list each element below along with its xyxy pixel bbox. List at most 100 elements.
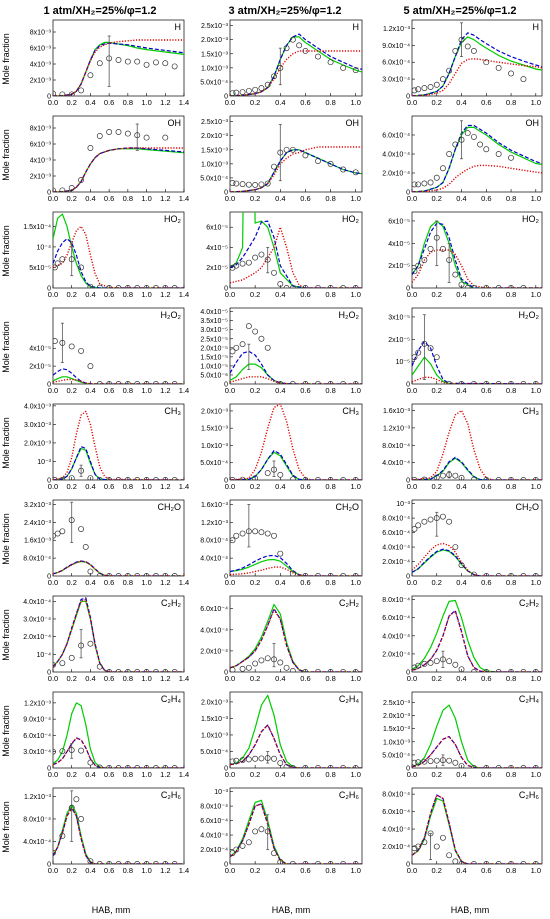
panel-0-1-x-tick-label: 0.4: [275, 98, 285, 107]
panel-1-2-y-zero-label: 0: [406, 190, 410, 197]
panel-6-0-exp-point: [87, 640, 94, 647]
panel-5-0-y-tick-label: 8.0x10⁻⁴: [23, 556, 51, 563]
panel-7-2-exp-point: [532, 765, 539, 768]
panel-1-1-exp-point: [277, 149, 284, 156]
panel-4-0-x-tick-label: 0.6: [104, 482, 114, 491]
panel-0-2-y-zero-label: 0: [406, 94, 410, 101]
panel-7-1-y-tick-label: 1.0x10⁻³: [201, 732, 229, 739]
panel-2-0-red-line: [53, 225, 184, 288]
panel-0-2-y-tick-label: 1.2x10⁻³: [383, 26, 411, 33]
panel-4-2-exp-point: [532, 477, 539, 480]
panel-8-2-y-tick-label: 8.0x10⁻⁴: [382, 792, 410, 799]
panel-5-1-y-tick-label: 4.0x10⁻⁴: [200, 556, 228, 563]
panel-6-0-exp-point: [124, 669, 131, 672]
panel-3-0-exp-point: [143, 381, 150, 384]
panel-7-0-x-tick-label: 0.2: [66, 770, 76, 779]
panel-3-0-exp-point: [96, 381, 103, 384]
panel-2-2-exp-point: [470, 285, 477, 288]
panel-2-2-exp-point: [427, 245, 434, 252]
panel-8-0-y-tick-label: 1.2x10⁻³: [24, 794, 52, 801]
panel-3-2-x-tick-label: 1.0: [531, 386, 541, 395]
panel-8-2-x-tick-label: 1.0: [531, 866, 541, 875]
panel-1-1-x-tick-label: 0.6: [300, 194, 310, 203]
panel-1-2-species-label: OH: [526, 118, 540, 128]
panel-1-1-y-tick-label: 1.5x10⁻³: [201, 147, 229, 154]
panel-4-0-x-tick-label: 0.0: [48, 482, 58, 491]
panel-0-1-exp-point: [264, 81, 271, 88]
panel-6-1-y-tick-label: 6.0x10⁻⁴: [200, 606, 228, 613]
panel-8-0-exp-point: [96, 861, 103, 864]
panel-0-0-x-tick-label: 0.6: [104, 98, 114, 107]
panel-4-0-species-label: CH₃: [164, 406, 181, 416]
panel-2-1-x-tick-label: 0.6: [300, 290, 310, 299]
panel-0-0-plot-area: [53, 35, 184, 96]
panel-0-2-x-tick-label: 0.4: [456, 98, 466, 107]
panel-7-1-x-tick-label: 1.0: [350, 770, 360, 779]
panel-0-0-x-tick-label: 1.2: [160, 98, 170, 107]
panel-8-0-exp-point: [106, 861, 113, 864]
panel-2-1-species-label: HO₂: [342, 214, 360, 224]
panel-1-2-exp-point: [440, 165, 446, 172]
panel-1-2-exp-point: [495, 151, 502, 157]
panel-7-0-exp-point: [162, 765, 169, 768]
panel-8-1-x-tick-label: 1.0: [350, 866, 360, 875]
panel-4-1-x-tick-label: 0.4: [275, 482, 285, 491]
panel-2-2-red-line: [412, 249, 542, 288]
panel-8-1-exp-point: [277, 858, 284, 864]
panel-6-2-y-tick-label: 2.0x10⁻⁴: [382, 651, 410, 658]
panel-5-2-species-label: CH₂O: [516, 502, 540, 512]
panel-8-1-exp-point: [258, 826, 265, 833]
panel-5-2-plot-area: [412, 511, 542, 576]
panel-1-2-green-line: [412, 126, 542, 192]
panel-7-0-x-tick-label: 1.4: [179, 770, 189, 779]
panel-1-2-plot-area: [412, 120, 542, 192]
panel-1-0-x-tick-label: 0.6: [104, 194, 114, 203]
panel-3-1-y-tick-label: 5.0x10⁻⁶: [200, 372, 228, 379]
panel-0-2-x-tick-label: 0.2: [432, 98, 442, 107]
panel-1-0-exp-point: [143, 134, 150, 141]
panel-6-2-exp-point: [520, 669, 527, 672]
panel-2-2-exp-point: [520, 285, 527, 288]
panel-0-0: 0.0 0.2 0.4 0.6 0.8 1.0 1.2 1.4 2x10⁻³ 4x10⁻³ 6x10…: [30, 19, 189, 107]
panel-8-0-exp-point: [134, 861, 141, 864]
panel-7-0-exp-point: [87, 759, 94, 766]
panel-5-2-x-tick-label: 0.2: [432, 578, 442, 587]
panel-8-2-exp-point: [415, 843, 422, 850]
panel-2-2-x-tick-label: 0.2: [432, 290, 442, 299]
panel-7-0-frame: [52, 691, 185, 769]
panel-7-2-x-tick-label: 0.8: [506, 770, 516, 779]
panel-5-0-x-tick-label: 1.2: [160, 578, 170, 587]
panel-2-0: 0.0 0.2 0.4 0.6 0.8 1.0 1.2 1.4 5x10⁻⁵ 10⁻⁴ 1.5x10…: [23, 211, 189, 299]
panel-1-0-exp-point: [68, 185, 75, 191]
panel-4-1-blue-line: [230, 450, 362, 480]
panel-4-0-exp-point: [134, 477, 141, 480]
panel-8-0-y-tick-label: 4.0x10⁻⁴: [23, 839, 51, 846]
panel-6-2-exp-point: [415, 662, 422, 669]
panel-1-2-exp-point: [464, 130, 471, 137]
panel-6-1-y-tick-label: 2.0x10⁻⁴: [200, 648, 228, 655]
panel-3-1-y-tick-label: 1.0x10⁻⁵: [200, 363, 228, 370]
panel-7-1-exp-point: [340, 765, 347, 768]
panel-3-1-exp-point: [233, 344, 240, 351]
panel-0-0-exp-point: [96, 60, 103, 67]
panel-5-0-y-tick-label: 1.6x10⁻³: [24, 538, 52, 545]
panel-1-2-exp-point: [433, 174, 440, 181]
panel-3-0-y-tick-label: 2x10⁻⁵: [29, 364, 51, 371]
panel-2-0-exp-point: [96, 284, 103, 288]
panel-4-2-frame: [411, 403, 543, 481]
panel-2-2: 0.0 0.2 0.4 0.6 0.8 1.0 2x10⁻⁵ 4x10⁻⁵ 6x10⁻⁵ 0 HO₂: [388, 211, 543, 299]
panel-7-0-exp-point: [53, 748, 56, 755]
panel-6-2-x-tick-label: 0.2: [432, 674, 442, 683]
panel-8-2-y-tick-label: 6.0x10⁻⁴: [382, 809, 410, 816]
panel-3-1-exp-point: [264, 344, 271, 351]
panel-0-2-exp-point: [440, 76, 446, 83]
panel-3-0-species-label: H₂O₂: [161, 310, 182, 320]
panel-1-0-red-line: [53, 147, 184, 192]
panel-1-1-y-zero-label: 0: [224, 190, 228, 197]
panel-6-0-x-tick-label: 1.4: [179, 674, 189, 683]
panel-8-1-exp-point: [233, 846, 240, 853]
panel-3-2-frame: [411, 307, 543, 385]
panel-4-0-exp-point: [96, 477, 103, 480]
panel-0-1-y-tick-label: 1.0x10⁻³: [201, 65, 229, 72]
panel-2-0-exp-point: [115, 285, 122, 288]
